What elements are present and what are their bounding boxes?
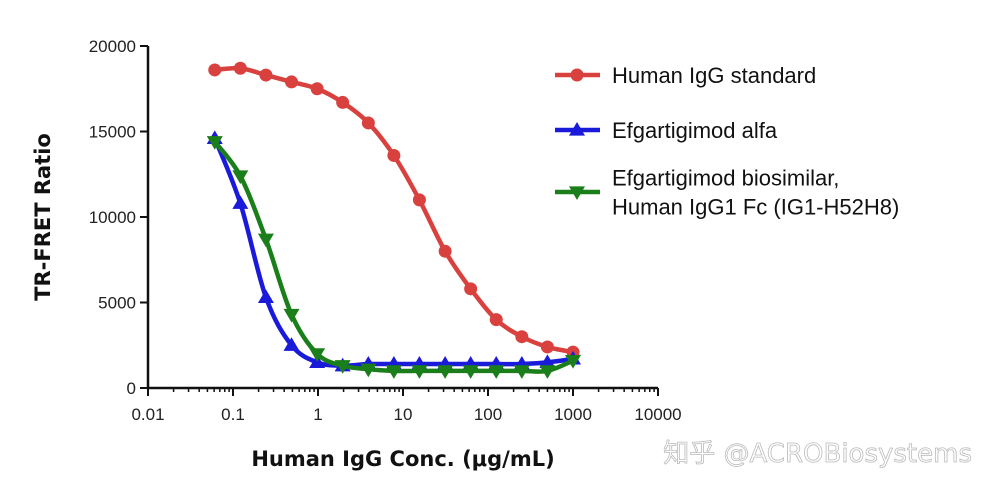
watermark: 知乎 @ACROBiosystems [663, 439, 972, 469]
data-point [257, 289, 274, 303]
data-point [464, 282, 478, 296]
x-tick-label: 100 [474, 405, 502, 424]
series-0 [208, 61, 580, 359]
data-point [539, 354, 556, 368]
data-point [283, 337, 300, 351]
legend-marker [569, 122, 585, 136]
data-point [283, 308, 300, 323]
x-axis-label: Human IgG Conc. (μg/mL) [251, 447, 554, 471]
legend-marker [569, 186, 585, 200]
data-point [336, 95, 350, 109]
data-point [232, 195, 249, 209]
x-tick-label: 0.01 [131, 405, 164, 424]
data-point [208, 63, 222, 77]
x-tick-label: 0.1 [221, 405, 245, 424]
y-tick-label: 20000 [89, 37, 136, 56]
data-point [259, 68, 273, 82]
y-tick-label: 5000 [98, 294, 136, 313]
data-point [411, 365, 428, 379]
legend-label: Efgartigimod biosimilar, [612, 166, 839, 191]
y-tick-label: 10000 [89, 208, 136, 227]
data-point [488, 365, 505, 379]
data-point [232, 170, 249, 184]
y-axis-label: TR-FRET Ratio [31, 133, 55, 301]
data-point [206, 136, 223, 150]
data-point [385, 365, 402, 379]
data-point [462, 365, 479, 379]
data-point [310, 82, 324, 96]
data-point [361, 116, 375, 130]
y-tick-label: 0 [127, 379, 136, 398]
data-point [438, 244, 452, 258]
legend-marker [570, 68, 584, 82]
x-tick-label: 1000 [554, 405, 592, 424]
data-point [539, 365, 556, 379]
data-point [360, 363, 377, 378]
x-tick-label: 10 [394, 405, 413, 424]
data-point [334, 360, 351, 374]
data-point [412, 193, 426, 207]
data-point [387, 148, 401, 162]
data-point [489, 313, 503, 327]
data-point [257, 233, 274, 248]
y-tick-label: 15000 [89, 123, 136, 142]
legend-label: Human IgG standard [612, 63, 816, 88]
data-point [309, 348, 326, 362]
series-2 [206, 136, 581, 379]
data-point [540, 340, 554, 354]
data-point [285, 75, 299, 89]
data-point [233, 61, 247, 75]
data-point [437, 365, 454, 379]
legend-label: Human IgG1 Fc (IG1-H52H8) [612, 195, 899, 220]
legend-label: Efgartigimod alfa [612, 118, 778, 143]
data-point [515, 330, 529, 344]
x-tick-label: 10000 [634, 405, 681, 424]
data-point [513, 365, 530, 379]
x-tick-label: 1 [313, 405, 322, 424]
data-point [565, 355, 581, 369]
